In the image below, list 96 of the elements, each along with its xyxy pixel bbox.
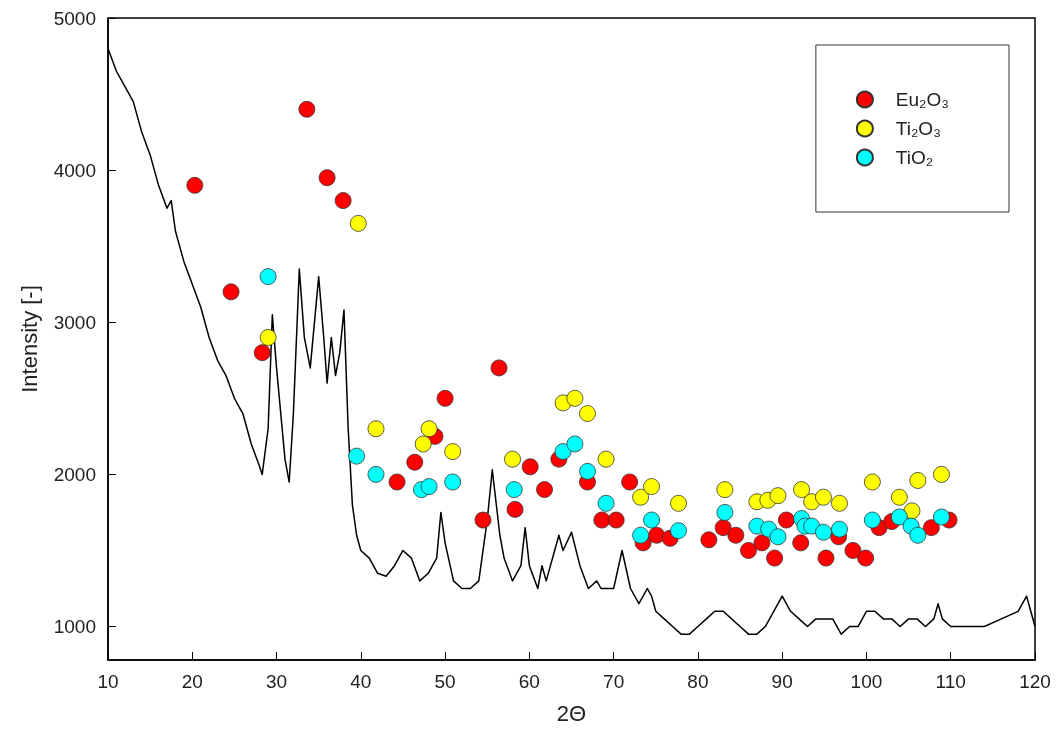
point bbox=[909, 526, 927, 544]
legend-label: Eu₂O₃ bbox=[895, 89, 950, 110]
point bbox=[348, 447, 365, 465]
point bbox=[253, 344, 271, 362]
point bbox=[597, 450, 615, 468]
point bbox=[420, 420, 438, 438]
point bbox=[349, 214, 367, 232]
point bbox=[490, 359, 508, 377]
legend-label: TiO₂ bbox=[895, 147, 934, 168]
point bbox=[554, 443, 572, 460]
point bbox=[714, 519, 732, 537]
point bbox=[579, 405, 596, 422]
point bbox=[406, 453, 424, 471]
point bbox=[792, 534, 810, 552]
point bbox=[863, 511, 881, 529]
x-tick-label: 30 bbox=[265, 671, 288, 692]
y-tick-label: 2000 bbox=[53, 463, 96, 485]
y-axis-title: Intensity [-] bbox=[16, 285, 42, 393]
point bbox=[579, 462, 596, 480]
x-tick-label: 120 bbox=[1019, 671, 1051, 692]
x-tick-label: 10 bbox=[97, 671, 119, 692]
y-tick-label: 4000 bbox=[53, 159, 96, 181]
point bbox=[632, 488, 649, 506]
point bbox=[933, 466, 950, 483]
legend-label: Ti₂O₃ bbox=[895, 118, 941, 139]
point bbox=[621, 473, 639, 491]
point bbox=[844, 542, 862, 559]
x-tick-label: 50 bbox=[434, 671, 456, 692]
point bbox=[643, 511, 660, 529]
point bbox=[505, 481, 523, 499]
x-axis-title: 2Θ bbox=[556, 700, 587, 726]
point bbox=[815, 523, 832, 541]
point bbox=[259, 268, 277, 286]
point bbox=[648, 526, 666, 544]
point bbox=[259, 329, 277, 346]
point bbox=[815, 488, 832, 506]
point bbox=[817, 549, 835, 567]
point bbox=[890, 488, 908, 506]
point bbox=[444, 473, 462, 491]
x-tick-label: 100 bbox=[850, 671, 883, 692]
point bbox=[769, 528, 787, 546]
point bbox=[186, 176, 204, 194]
x-tick-label: 60 bbox=[518, 671, 540, 692]
x-tick-label: 20 bbox=[181, 671, 203, 692]
point bbox=[414, 435, 432, 453]
point bbox=[436, 389, 454, 407]
point bbox=[643, 478, 660, 495]
x-tick-label: 90 bbox=[771, 671, 793, 692]
point bbox=[933, 508, 950, 526]
point bbox=[474, 511, 492, 529]
x-tick-label: 110 bbox=[935, 671, 966, 692]
point bbox=[607, 511, 625, 529]
point bbox=[716, 481, 734, 499]
point bbox=[521, 458, 539, 476]
point bbox=[388, 473, 406, 491]
y-tick-label: 3000 bbox=[53, 311, 96, 333]
point bbox=[536, 481, 553, 499]
point bbox=[566, 389, 584, 407]
point bbox=[740, 542, 757, 559]
point bbox=[504, 450, 521, 468]
point bbox=[903, 502, 921, 520]
point bbox=[222, 283, 240, 301]
point bbox=[298, 100, 316, 118]
point bbox=[831, 520, 848, 538]
point bbox=[334, 192, 352, 209]
point bbox=[700, 531, 718, 549]
point bbox=[632, 526, 649, 544]
point bbox=[863, 473, 881, 491]
point bbox=[318, 169, 336, 187]
point bbox=[444, 443, 462, 460]
point bbox=[831, 494, 848, 512]
x-tick-label: 80 bbox=[687, 671, 709, 692]
point bbox=[909, 472, 927, 489]
point bbox=[716, 504, 734, 521]
point bbox=[753, 534, 771, 552]
point bbox=[857, 549, 875, 567]
point bbox=[670, 522, 687, 540]
point bbox=[766, 549, 783, 567]
point bbox=[566, 435, 584, 453]
point bbox=[793, 481, 810, 499]
point bbox=[778, 511, 795, 529]
point bbox=[727, 526, 745, 544]
x-tick-label: 40 bbox=[350, 671, 372, 692]
x-tick-label: 70 bbox=[603, 671, 625, 692]
point bbox=[922, 519, 940, 537]
point bbox=[597, 494, 615, 512]
point bbox=[769, 487, 787, 505]
y-tick-label: 5000 bbox=[53, 7, 96, 29]
point bbox=[367, 420, 385, 438]
point bbox=[420, 478, 438, 495]
point bbox=[670, 494, 687, 512]
point bbox=[367, 466, 385, 483]
point bbox=[890, 508, 908, 526]
y-tick-label: 1000 bbox=[53, 616, 96, 638]
point bbox=[506, 500, 524, 518]
point bbox=[593, 511, 611, 529]
